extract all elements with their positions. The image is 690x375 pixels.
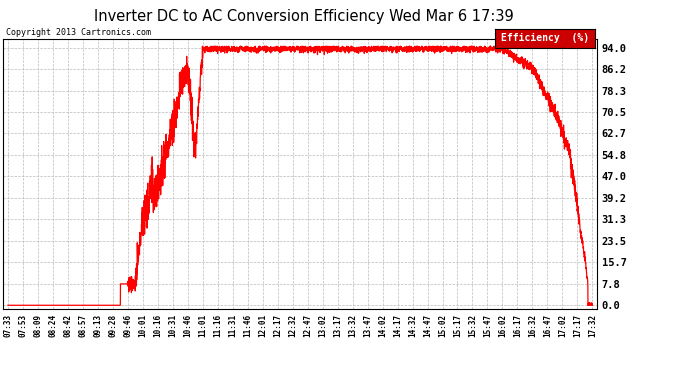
Text: Copyright 2013 Cartronics.com: Copyright 2013 Cartronics.com xyxy=(6,28,151,37)
Text: Inverter DC to AC Conversion Efficiency Wed Mar 6 17:39: Inverter DC to AC Conversion Efficiency … xyxy=(94,9,513,24)
Text: Efficiency  (%): Efficiency (%) xyxy=(502,33,589,43)
